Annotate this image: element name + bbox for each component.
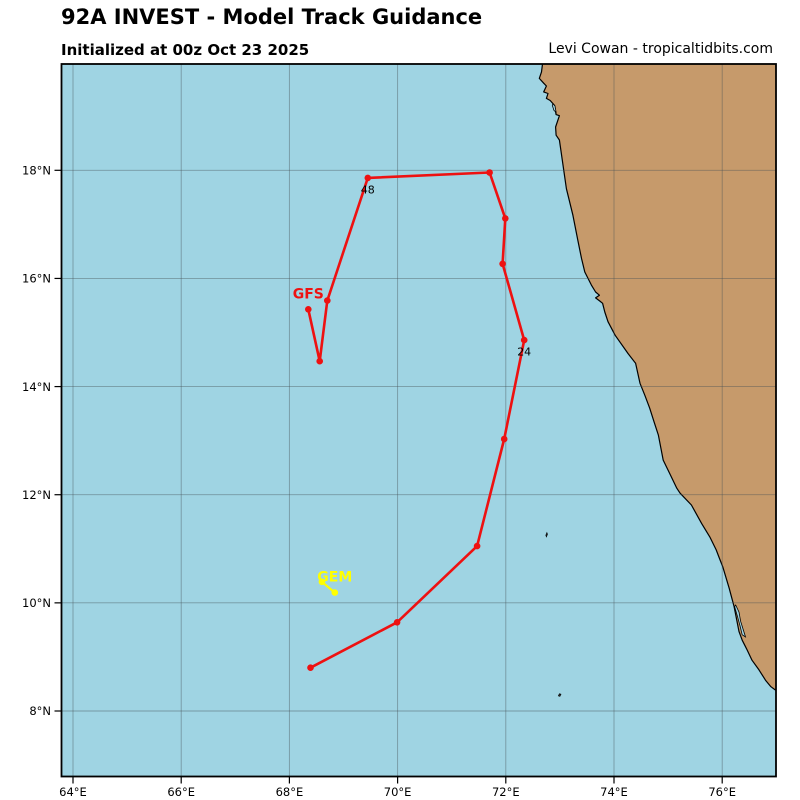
lon-tick-label-74: 74°E [600,785,628,799]
gfs-track-point [316,357,324,365]
gfs-track-point [305,306,312,313]
track-gfs: 24 48 GFS [293,169,531,671]
gfs-track-point [499,260,506,268]
lat-tick-label-8: 8°N [29,704,51,718]
island-1 [545,531,548,538]
page-title: 92A INVEST - Model Track Guidance [61,5,483,29]
gfs-track-line [306,171,526,670]
gfs-track-point [393,619,401,626]
gfs-track-point [473,542,481,550]
lat-tick-label-16: 16°N [22,272,51,286]
gfs-track-point [486,169,493,176]
lon-tick-label-68: 68°E [276,785,304,799]
gfs-track-point [500,435,508,443]
gem-track-point [318,578,326,586]
axes-layer: 64°E 66°E 68°E 70°E 72°E 74°E 76°E 8°N 10°N 12°N 1… [22,164,736,800]
gfs-track-point [324,297,331,304]
lat-tick-label-10: 10°N [22,596,51,610]
grid-layer [61,64,776,777]
gem-model-label: GEM [317,570,352,586]
lat-tick-label-12: 12°N [22,488,51,502]
gfs-track-point [520,336,528,344]
gem-track-point [331,589,339,596]
gfs-track-point [502,215,509,222]
init-timestamp: Initialized at 00z Oct 23 2025 [61,41,310,59]
gfs-hour-label-24: 24 [517,346,531,359]
lon-tick-label-66: 66°E [167,785,195,799]
track-gem: GEM [317,570,352,596]
island-2 [557,693,562,697]
lat-tick-label-18: 18°N [22,164,51,178]
lon-tick-label-64: 64°E [59,785,87,799]
coastal-lagoon [734,604,747,638]
attribution: Levi Cowan - tropicaltidbits.com [548,41,773,57]
land-layer [538,64,776,697]
india-landmass [538,64,776,691]
map-frame [60,63,777,778]
lat-tick-label-14: 14°N [22,380,51,394]
gfs-hour-label-48: 48 [361,183,375,196]
gfs-model-label: GFS [293,286,324,302]
gfs-track-point [307,664,314,671]
lon-tick-label-72: 72°E [492,785,520,799]
gfs-track-point [364,174,372,182]
harbor-notch [551,103,557,114]
lon-tick-label-70: 70°E [384,785,412,799]
lon-tick-label-76: 76°E [708,785,736,799]
